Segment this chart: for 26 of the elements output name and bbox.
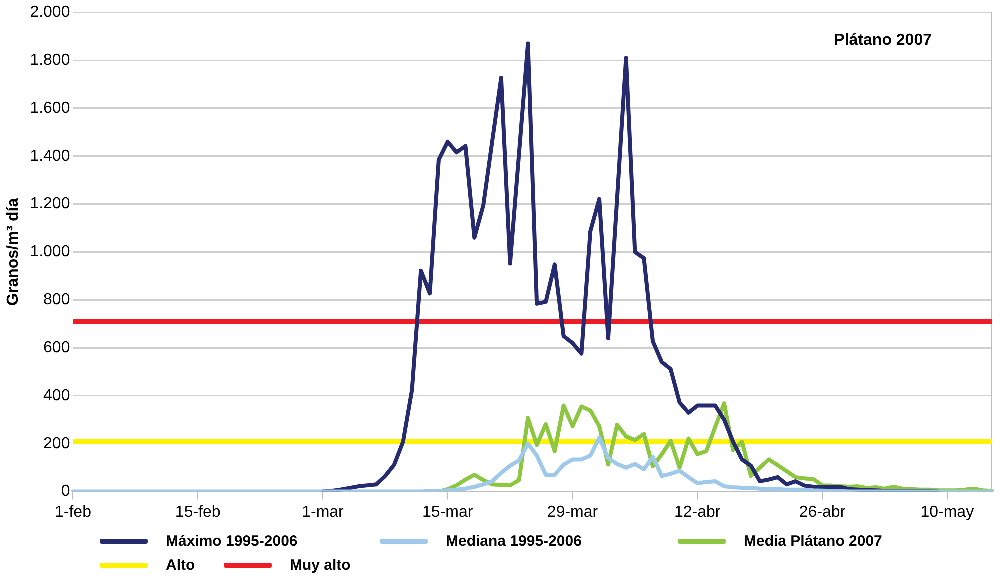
y-tick-label: 200 xyxy=(44,435,70,452)
x-tick-label: 26-abr xyxy=(799,504,846,521)
y-tick-label: 1.200 xyxy=(30,196,70,213)
y-tick-label: 1.000 xyxy=(30,244,70,261)
legend-label: Máximo 1995-2006 xyxy=(166,533,298,550)
legend-label: Mediana 1995-2006 xyxy=(446,533,582,550)
y-tick-label: 400 xyxy=(44,387,70,404)
legend-label: Media Plátano 2007 xyxy=(744,533,882,550)
y-tick-label: 1.400 xyxy=(30,148,70,165)
y-tick-label: 2.000 xyxy=(30,4,70,22)
x-tick-label: 1-mar xyxy=(302,504,345,521)
x-tick-label: 12-abr xyxy=(674,504,722,521)
y-tick-label: 800 xyxy=(44,292,70,309)
legend-label: Muy alto xyxy=(290,557,351,574)
y-tick-label: 600 xyxy=(44,339,70,356)
y-tick-label: 1.800 xyxy=(30,52,70,69)
y-tick-label: 0 xyxy=(61,483,70,500)
x-tick-label: 15-feb xyxy=(175,504,221,521)
x-tick-label: 29-mar xyxy=(547,504,599,521)
x-tick-label: 10-may xyxy=(920,504,974,521)
y-tick-label: 1.600 xyxy=(30,100,70,117)
x-tick-label: 1-feb xyxy=(55,504,92,521)
x-tick-label: 15-mar xyxy=(422,504,474,521)
legend-label: Alto xyxy=(166,557,196,574)
annotation: Plátano 2007 xyxy=(834,32,932,50)
y-axis-title: Granos/m³ día xyxy=(5,198,22,306)
